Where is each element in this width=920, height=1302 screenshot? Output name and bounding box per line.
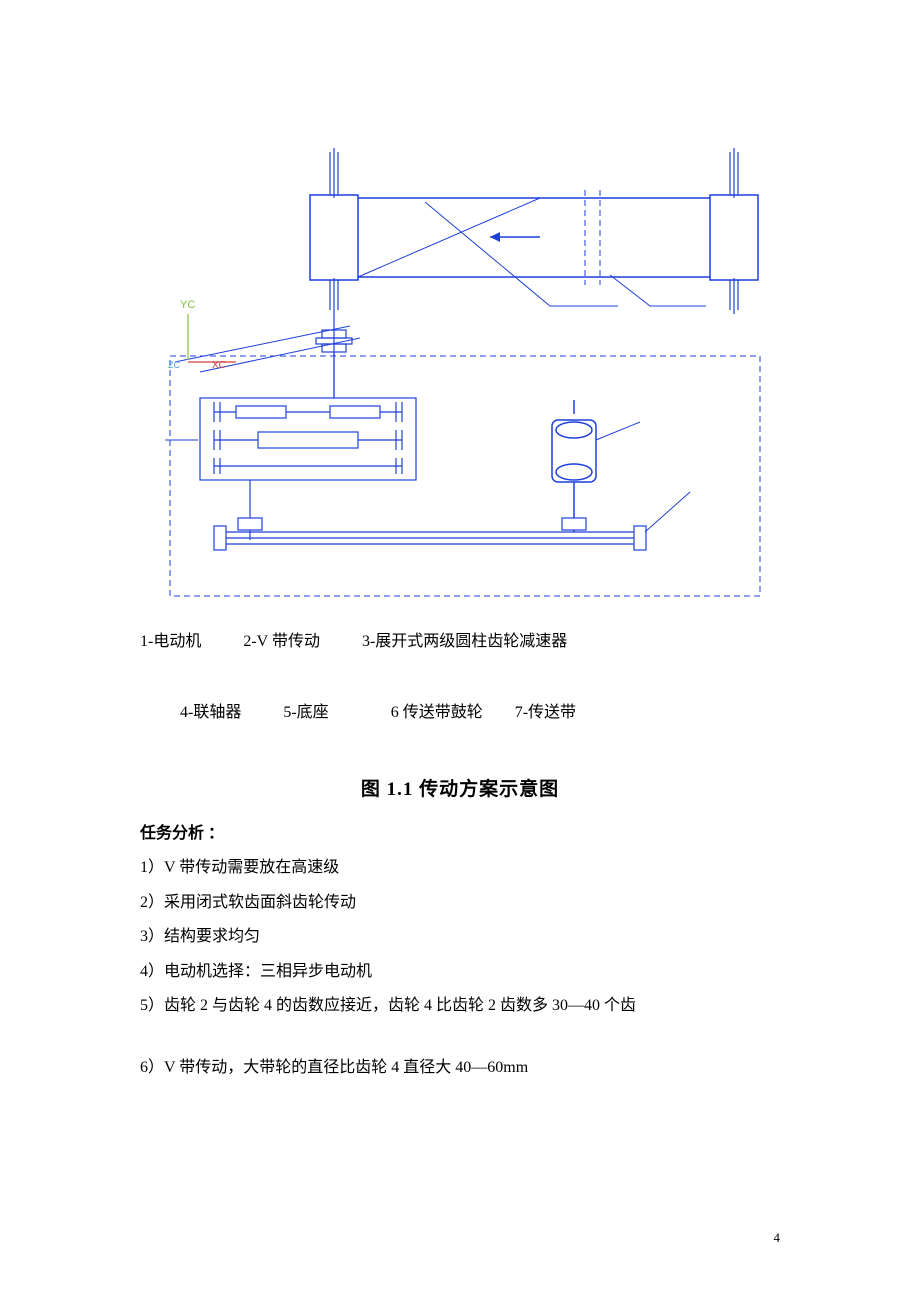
diagram-svg: YC XC ZC (140, 140, 780, 600)
arrow-head (490, 232, 500, 242)
analysis-item: 4）电动机选择：三相异步电动机 (140, 955, 780, 989)
analysis-list: 1）V 带传动需要放在高速级 2）采用闭式软齿面斜齿轮传动 3）结构要求均匀 4… (140, 851, 780, 1085)
leader-2 (410, 330, 455, 376)
legend-item: 5-底座 (283, 704, 328, 721)
right-drum-shaft-top (730, 148, 738, 198)
analysis-item: 5）齿轮 2 与齿轮 4 的齿数应接近，齿轮 4 比齿轮 2 齿数多 30—40… (140, 989, 780, 1023)
motor (552, 400, 596, 532)
leader-7 (425, 202, 618, 306)
left-drum-shaft-top (330, 148, 338, 198)
yc-label: YC (180, 299, 195, 311)
left-drum-shaft-bot (330, 278, 338, 314)
legend-item: 7-传送带 (515, 704, 576, 721)
legend-row-2: 4-联轴器 5-底座 6 传送带鼓轮 7-传送带 (140, 695, 780, 730)
legend-item: 6 传送带鼓轮 (391, 704, 483, 721)
analysis-item: 2）采用闭式软齿面斜齿轮传动 (140, 886, 780, 920)
section-heading: 任务分析 ： (140, 819, 780, 843)
legend-item: 3-展开式两级圆柱齿轮减速器 (362, 633, 567, 650)
zc-label: ZC (168, 360, 180, 370)
legend-row-1: 1-电动机 2-V 带传动 3-展开式两级圆柱齿轮减速器 (140, 624, 780, 659)
legend-item: 1-电动机 (140, 633, 201, 650)
enclosure-rect (170, 356, 760, 596)
analysis-item: 1）V 带传动需要放在高速级 (140, 851, 780, 885)
right-drum (710, 195, 758, 280)
leader-5 (645, 492, 690, 532)
leader-1 (596, 422, 640, 440)
transmission-diagram: YC XC ZC (140, 140, 780, 600)
page-number: 4 (774, 1230, 781, 1246)
analysis-item: 6）V 带传动，大带轮的直径比齿轮 4 直径大 40—60mm (140, 1051, 780, 1085)
pulley-right (562, 518, 586, 530)
leader-6 (610, 275, 706, 306)
left-drum (310, 195, 358, 280)
page: YC XC ZC (0, 0, 920, 1302)
analysis-item: 3）结构要求均匀 (140, 920, 780, 954)
reducer-internals (214, 402, 402, 474)
pulley-left (238, 518, 262, 530)
legend-item: 2-V 带传动 (243, 633, 320, 650)
legend-item: 4-联轴器 (180, 704, 241, 721)
figure-title: 图 1.1 传动方案示意图 (140, 774, 780, 801)
right-drum-shaft-bot (730, 278, 738, 314)
